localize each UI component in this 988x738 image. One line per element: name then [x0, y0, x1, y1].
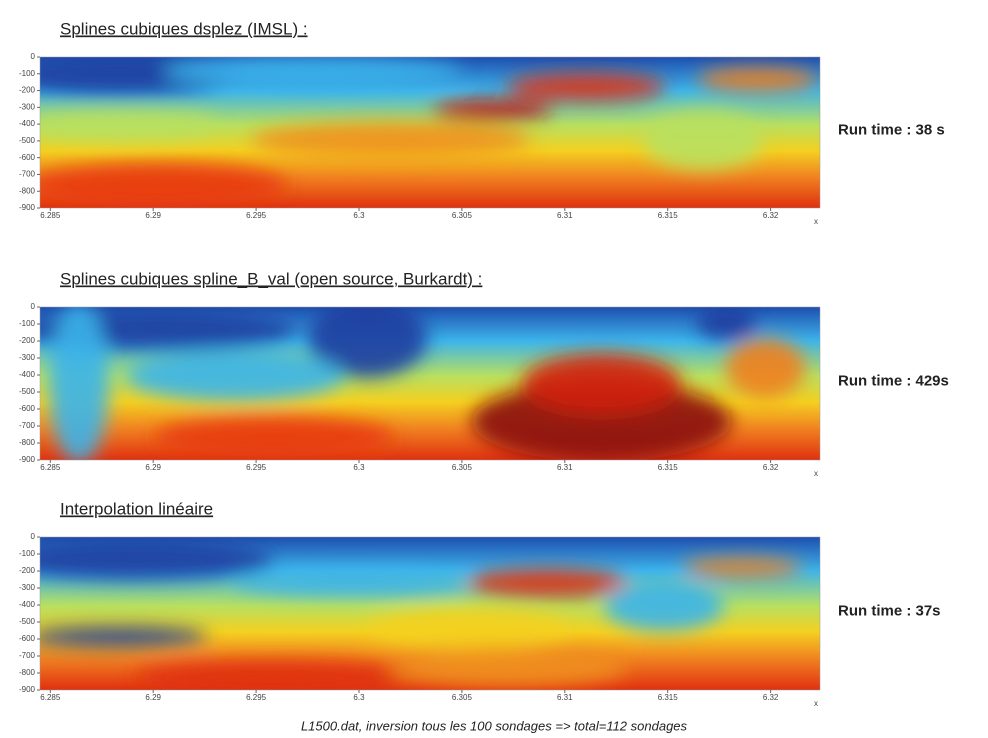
y-tick-label: -200 [19, 86, 36, 95]
x-tick-label: 6.315 [658, 211, 679, 220]
y-tick-label: -500 [19, 136, 36, 145]
x-axis-label: x [814, 699, 818, 708]
y-tick-label: -500 [19, 387, 36, 396]
x-tick-label: 6.295 [246, 693, 267, 702]
x-tick-label: 6.29 [145, 211, 161, 220]
x-tick-label: 6.295 [246, 211, 267, 220]
x-tick-label: 6.305 [452, 463, 473, 472]
y-tick-label: -200 [19, 336, 36, 345]
plot-frame [39, 56, 821, 209]
x-tick-label: 6.29 [145, 693, 161, 702]
y-tick-label: 0 [31, 302, 36, 311]
y-tick-label: -300 [19, 353, 36, 362]
x-tick-label: 6.285 [40, 211, 61, 220]
run-time: Run time : 429s [838, 372, 949, 389]
x-tick-label: 6.315 [658, 693, 679, 702]
y-tick-label: -400 [19, 600, 36, 609]
x-tick-label: 6.31 [557, 211, 573, 220]
x-tick-label: 6.305 [452, 211, 473, 220]
chart-panel: Interpolation linéaire Run time : 37s 0 -10… [19, 499, 941, 708]
y-tick-label: -800 [19, 438, 36, 447]
y-tick-label: -700 [19, 421, 36, 430]
y-tick-label: -500 [19, 617, 36, 626]
y-tick-label: -200 [19, 566, 36, 575]
y-tick-label: -700 [19, 651, 36, 660]
chart-panel: Splines cubiques dsplez (IMSL) : Run time… [19, 19, 945, 226]
y-tick-label: -400 [19, 119, 36, 128]
x-tick-label: 6.3 [353, 463, 365, 472]
x-tick-label: 6.315 [658, 463, 679, 472]
y-tick-label: -900 [19, 203, 36, 212]
y-tick-label: -900 [19, 455, 36, 464]
plot-frame [39, 306, 821, 461]
y-tick-label: -100 [19, 319, 36, 328]
x-axis-label: x [814, 217, 818, 226]
y-tick-label: 0 [31, 52, 36, 61]
x-tick-label: 6.31 [557, 693, 573, 702]
run-time: Run time : 38 s [838, 121, 945, 138]
y-tick-label: -100 [19, 69, 36, 78]
heatmap-field [40, 57, 820, 208]
x-tick-label: 6.32 [763, 693, 779, 702]
chart-title: Splines cubiques dsplez (IMSL) : [60, 19, 308, 38]
run-time: Run time : 37s [838, 602, 941, 619]
y-tick-label: -800 [19, 668, 36, 677]
y-tick-label: 0 [31, 532, 36, 541]
x-tick-label: 6.31 [557, 463, 573, 472]
x-tick-label: 6.3 [353, 211, 365, 220]
x-axis-label: x [814, 469, 818, 478]
x-tick-label: 6.29 [145, 463, 161, 472]
x-tick-label: 6.285 [40, 463, 61, 472]
y-tick-label: -600 [19, 404, 36, 413]
x-tick-label: 6.305 [452, 693, 473, 702]
x-tick-label: 6.295 [246, 463, 267, 472]
x-tick-label: 6.285 [40, 693, 61, 702]
y-tick-label: -600 [19, 153, 36, 162]
heatmap-field [40, 537, 820, 690]
y-tick-label: -700 [19, 170, 36, 179]
y-tick-label: -900 [19, 685, 36, 694]
y-tick-label: -600 [19, 634, 36, 643]
chart-title: Interpolation linéaire [60, 499, 213, 518]
plot-frame [39, 536, 821, 691]
chart-panel: Splines cubiques spline_B_val (open sour… [19, 269, 949, 478]
x-tick-label: 6.3 [353, 693, 365, 702]
x-tick-label: 6.32 [763, 211, 779, 220]
heatmap-field [40, 307, 820, 460]
y-tick-label: -100 [19, 549, 36, 558]
y-tick-label: -800 [19, 186, 36, 195]
y-tick-label: -400 [19, 370, 36, 379]
x-tick-label: 6.32 [763, 463, 779, 472]
chart-title: Splines cubiques spline_B_val (open sour… [60, 269, 482, 288]
y-tick-label: -300 [19, 102, 36, 111]
y-tick-label: -300 [19, 583, 36, 592]
caption: L1500.dat, inversion tous les 100 sondag… [301, 718, 688, 733]
